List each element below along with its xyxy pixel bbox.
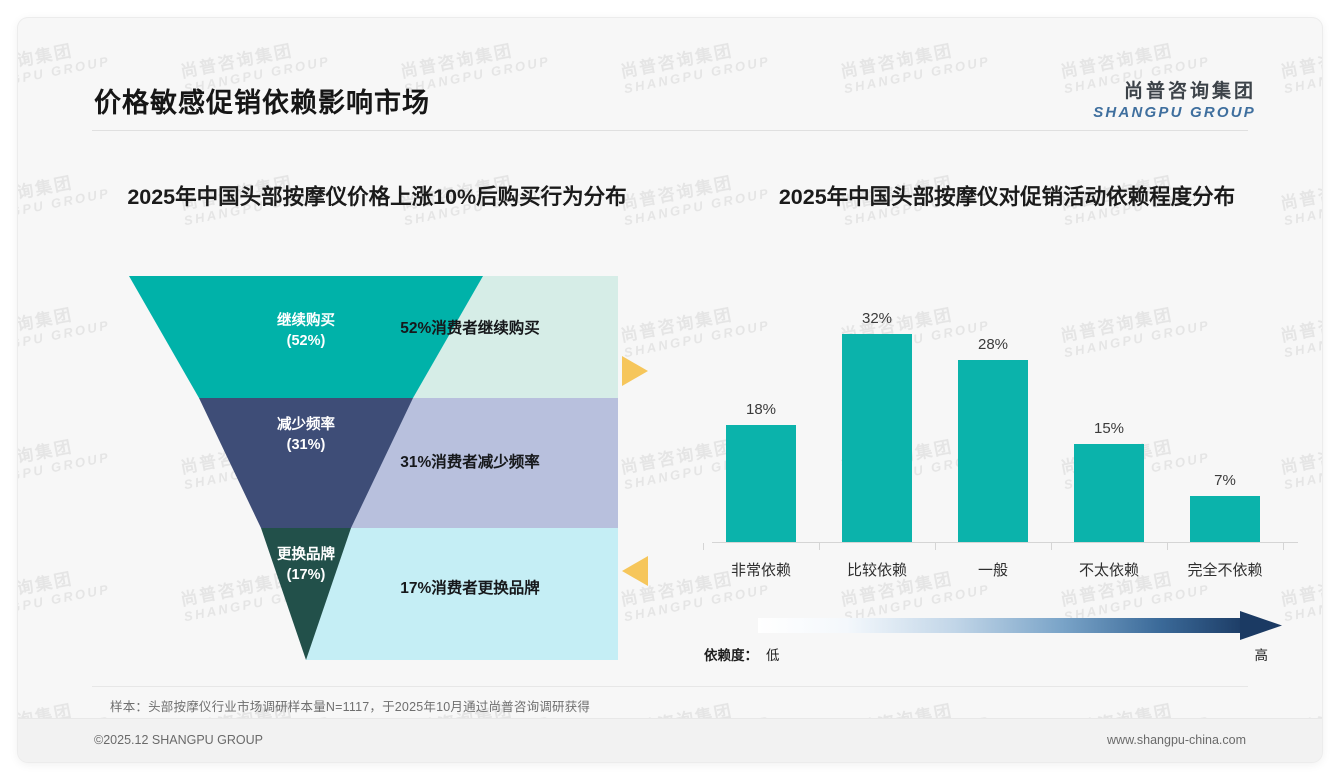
bar-value-label: 15%	[1093, 420, 1125, 437]
bar-value-label: 32%	[861, 310, 893, 327]
legend-label: 依赖度：	[704, 648, 758, 663]
bar-category-label: 一般	[977, 562, 1008, 579]
arrow-left-icon	[622, 556, 648, 586]
bar-value-label: 7%	[1214, 472, 1236, 489]
arrow-right-icon	[622, 356, 648, 386]
funnel-stage-3	[261, 528, 351, 660]
funnel-stage-2	[199, 398, 413, 528]
sample-footnote: 样本：头部按摩仪行业市场调研样本量N=1117，于2025年10月通过尚普咨询调…	[110, 700, 591, 714]
funnel-svg	[129, 276, 648, 660]
bar-category-label: 完全不依赖	[1187, 562, 1263, 579]
bar-category-label: 不太依赖	[1078, 562, 1139, 579]
bar-value-label: 18%	[745, 401, 777, 418]
left-chart-title: 2025年中国头部按摩仪价格上涨10%后购买行为分布	[127, 185, 627, 209]
footnote-divider	[92, 686, 1248, 687]
funnel-stage-1	[129, 276, 483, 398]
axis-tick	[1283, 543, 1284, 550]
funnel-chart: 继续购买 (52%) 减少频率 (31%) 更换品牌 (17%) 52%消费者继续购买 31…	[58, 268, 698, 668]
axis-tick	[1167, 543, 1168, 550]
axis-tick	[819, 543, 820, 550]
bar-column[interactable]: 18%	[726, 401, 796, 542]
axis-tick	[1051, 543, 1052, 550]
slide-header: 价格敏感促销依赖影响市场 尚普咨询集团 SHANGPU GROUP	[18, 18, 1322, 138]
bar-rect[interactable]	[1190, 496, 1260, 542]
bar-chart: 18% 32% 28% 15% 7% 非常依赖 比较依赖 一般 不太依赖 完全不依赖	[703, 288, 1304, 588]
bar-column[interactable]: 32%	[842, 310, 912, 542]
bar-column[interactable]: 28%	[958, 336, 1028, 542]
gradient-arrow-icon	[758, 611, 1282, 640]
legend-high-label: 高	[1254, 648, 1269, 663]
slide-canvas: 尚普咨询集团 SHANGPU GROUP 尚普咨询集团 SHANGPU GROUP 尚普…	[18, 18, 1322, 762]
dependency-gradient-legend: 依赖度： 低 高	[704, 610, 1304, 672]
bar-rect[interactable]	[958, 360, 1028, 542]
axis-tick	[935, 543, 936, 550]
header-divider	[92, 130, 1248, 131]
bar-category-label: 比较依赖	[846, 562, 907, 579]
bar-value-label: 28%	[977, 336, 1009, 353]
axis-tick	[703, 543, 704, 550]
slide-footer: ©2025.12 SHANGPU GROUP www.shangpu-china…	[18, 718, 1322, 762]
footer-website: www.shangpu-china.com	[1107, 733, 1246, 747]
brand-logo: 尚普咨询集团 SHANGPU GROUP	[1093, 76, 1256, 121]
bar-column[interactable]: 7%	[1190, 472, 1260, 542]
bar-category-label: 非常依赖	[730, 562, 791, 579]
logo-english-text: SHANGPU GROUP	[1093, 104, 1256, 121]
bar-chart-axis	[712, 542, 1298, 543]
legend-low-label: 低	[766, 648, 780, 663]
logo-chinese-text: 尚普咨询集团	[1123, 81, 1256, 102]
bar-column[interactable]: 15%	[1074, 420, 1144, 542]
right-chart-title: 2025年中国头部按摩仪对促销活动依赖程度分布	[778, 185, 1236, 209]
page-title: 价格敏感促销依赖影响市场	[94, 88, 430, 118]
bar-rect[interactable]	[726, 425, 796, 542]
footer-copyright: ©2025.12 SHANGPU GROUP	[94, 733, 263, 747]
funnel-panel-3	[306, 528, 618, 660]
bar-rect[interactable]	[1074, 444, 1144, 542]
bar-rect[interactable]	[842, 334, 912, 542]
